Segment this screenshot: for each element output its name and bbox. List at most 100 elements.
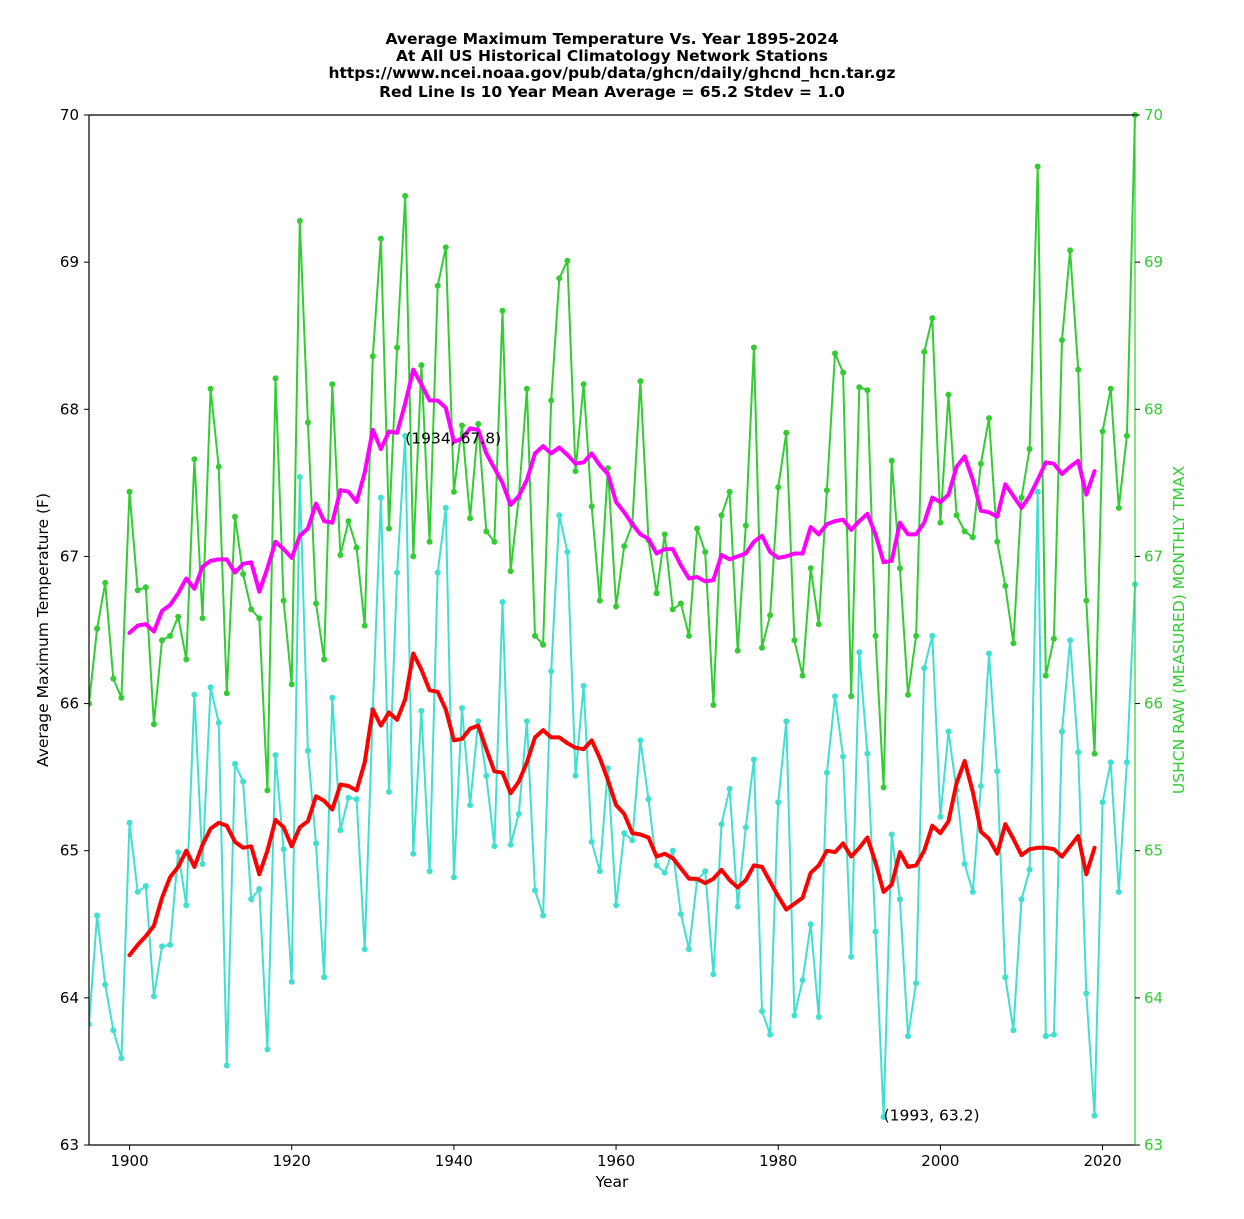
ushcn-point-1902 xyxy=(142,584,149,591)
ghcn-point-2012 xyxy=(1034,488,1041,495)
ushcn-point-2023 xyxy=(1123,432,1130,439)
ghcn-point-1905 xyxy=(167,941,174,948)
ushcn-point-1912 xyxy=(223,690,230,697)
ushcn-line xyxy=(89,114,1136,792)
ushcn-point-1968 xyxy=(677,600,684,607)
ghcn-point-1908 xyxy=(191,691,198,698)
ghcn-point-1932 xyxy=(386,788,392,795)
ghcn-point-2021 xyxy=(1107,759,1114,766)
ushcn-point-1925 xyxy=(329,381,336,388)
y-tick-label-65: 65 xyxy=(60,842,79,860)
ushcn-point-1943 xyxy=(475,421,482,427)
ghcn-point-1956 xyxy=(580,682,587,689)
ghcn-point-1969 xyxy=(686,946,692,953)
ghcn-point-2020 xyxy=(1099,799,1106,806)
ushcn-point-1918 xyxy=(272,375,279,382)
ghcn-point-1954 xyxy=(564,549,571,555)
ghcn-point-1934 xyxy=(402,432,409,439)
ghcn-point-2018 xyxy=(1083,990,1090,997)
ushcn-point-2017 xyxy=(1075,366,1082,373)
ushcn-point-1966 xyxy=(661,531,668,538)
ghcn-point-2022 xyxy=(1115,888,1122,895)
y-tick-label-68: 68 xyxy=(60,400,79,418)
y-tick-label-63: 63 xyxy=(60,1136,79,1154)
ushcn-point-2012 xyxy=(1034,163,1041,170)
ushcn-point-2018 xyxy=(1083,597,1090,604)
ghcn-point-2003 xyxy=(961,861,968,867)
ushcn-point-1926 xyxy=(337,552,344,558)
ghcn-point-1951 xyxy=(540,912,547,919)
ghcn-point-1994 xyxy=(888,831,895,838)
y-axis-right: 63 64 65 66 67 68 69 70 xyxy=(1135,106,1163,1154)
ushcn-point-1970 xyxy=(694,525,701,532)
ushcn-point-1971 xyxy=(702,549,709,555)
ghcn-point-1925 xyxy=(329,694,336,701)
ghcn-point-1937 xyxy=(426,868,433,875)
ghcn-point-1981 xyxy=(783,718,790,725)
ushcn-point-1933 xyxy=(394,344,401,351)
ghcn-series xyxy=(89,432,1138,1120)
ushcn-point-1940 xyxy=(450,488,457,495)
ghcn-point-1995 xyxy=(896,896,903,903)
ghcn-point-1972 xyxy=(710,971,717,978)
ushcn-point-2009 xyxy=(1010,640,1017,647)
ushcn-point-1938 xyxy=(434,282,441,289)
ghcn-point-1900 xyxy=(126,819,133,826)
ushcn-point-1951 xyxy=(540,641,547,648)
y2-tick-label-66: 66 xyxy=(1144,695,1163,713)
ghcn-point-1989 xyxy=(848,953,855,960)
ushcn-point-1960 xyxy=(613,603,620,610)
ushcn-point-1915 xyxy=(248,606,255,613)
ushcn-point-1961 xyxy=(621,543,628,550)
ghcn-point-1974 xyxy=(726,785,733,792)
ghcn-point-1938 xyxy=(434,569,441,576)
ushcn-point-1900 xyxy=(126,488,133,495)
ushcn-point-1895 xyxy=(89,700,92,707)
ghcn-point-1961 xyxy=(621,830,628,837)
ghcn-point-2006 xyxy=(986,650,992,657)
ghcn-point-1971 xyxy=(702,868,709,875)
x-tick-label-1960: 1960 xyxy=(597,1152,635,1170)
ushcn-point-1974 xyxy=(726,488,733,495)
ushcn-point-1994 xyxy=(888,457,895,464)
ushcn-point-2014 xyxy=(1050,635,1057,642)
x-axis: 1900 1920 1940 1960 1980 2000 2020 xyxy=(110,1145,1122,1170)
ghcn-point-1899 xyxy=(118,1055,125,1062)
ushcn-point-1919 xyxy=(280,597,287,604)
ushcn-point-1949 xyxy=(523,385,530,392)
ghcn-point-1996 xyxy=(905,1033,911,1040)
ushcn-point-1989 xyxy=(848,693,855,700)
ghcn-point-1942 xyxy=(467,802,474,809)
y2-axis-label: USHCN RAW (MEASURED) MONTHLY TMAX xyxy=(1170,466,1188,795)
ushcn-point-1996 xyxy=(905,691,911,698)
y-tick-label-69: 69 xyxy=(60,253,79,271)
ushcn-point-2010 xyxy=(1018,494,1025,501)
ushcn-point-1997 xyxy=(913,632,920,639)
chart-title: Average Maximum Temperature Vs. Year 189… xyxy=(328,30,895,101)
y2-tick-label-67: 67 xyxy=(1144,547,1163,565)
ushcn-point-1897 xyxy=(102,579,109,586)
x-tick-label-2000: 2000 xyxy=(921,1152,959,1170)
ushcn-point-1922 xyxy=(304,419,311,426)
ghcn-point-1945 xyxy=(491,843,498,850)
ghcn-point-1927 xyxy=(345,794,352,801)
ushcn-point-1927 xyxy=(345,518,352,525)
ushcn-point-1929 xyxy=(361,622,368,629)
ushcn-point-2019 xyxy=(1091,750,1098,757)
ghcn-point-1949 xyxy=(523,718,530,725)
ushcn-point-1936 xyxy=(418,362,425,369)
ghcn-point-2005 xyxy=(977,783,984,789)
ghcn-point-1980 xyxy=(775,799,782,806)
ushcn-point-1939 xyxy=(442,244,449,251)
ghcn-point-1967 xyxy=(669,847,676,854)
ushcn-point-1950 xyxy=(532,632,538,639)
ghcn-point-1931 xyxy=(377,494,384,501)
ushcn-point-1911 xyxy=(215,463,222,470)
ushcn-point-1928 xyxy=(353,544,360,551)
ushcn-point-2002 xyxy=(953,512,960,519)
ghcn-point-2000 xyxy=(937,813,944,820)
ghcn-point-2011 xyxy=(1026,866,1033,873)
ushcn-point-1898 xyxy=(110,675,117,682)
ushcn-point-1987 xyxy=(832,350,838,357)
